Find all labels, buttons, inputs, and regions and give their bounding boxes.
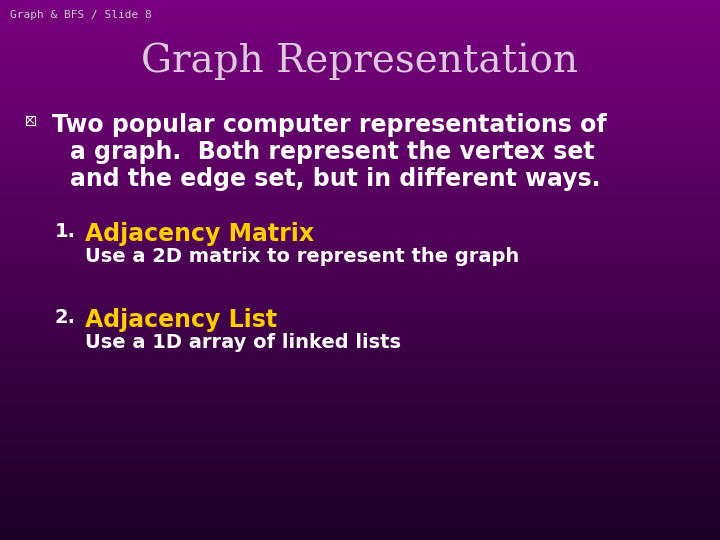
- Text: Graph & BFS / Slide 8: Graph & BFS / Slide 8: [10, 10, 152, 20]
- Text: a graph.  Both represent the vertex set: a graph. Both represent the vertex set: [70, 140, 595, 164]
- Text: Two popular computer representations of: Two popular computer representations of: [52, 113, 607, 137]
- Text: Adjacency List: Adjacency List: [85, 308, 277, 332]
- Bar: [25, 116, 35, 125]
- Text: Use a 2D matrix to represent the graph: Use a 2D matrix to represent the graph: [85, 247, 519, 266]
- Text: 2.: 2.: [55, 308, 76, 327]
- Text: 1.: 1.: [55, 222, 76, 241]
- Text: Graph Representation: Graph Representation: [141, 42, 579, 79]
- Text: Use a 1D array of linked lists: Use a 1D array of linked lists: [85, 333, 401, 352]
- Text: Adjacency Matrix: Adjacency Matrix: [85, 222, 314, 246]
- Text: and the edge set, but in different ways.: and the edge set, but in different ways.: [70, 167, 600, 191]
